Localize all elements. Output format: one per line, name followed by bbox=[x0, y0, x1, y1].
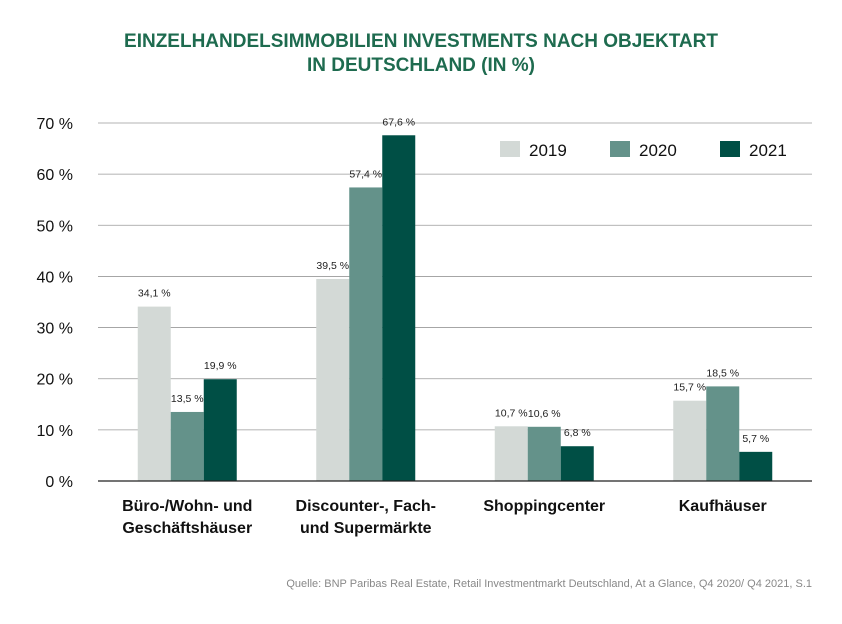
legend-label-2021: 2021 bbox=[749, 141, 787, 160]
chart-title: EINZELHANDELSIMMOBILIEN INVESTMENTS NACH… bbox=[0, 30, 842, 78]
chart-title-line-2: IN DEUTSCHLAND (IN %) bbox=[307, 55, 535, 76]
legend-label-2020: 2020 bbox=[639, 141, 677, 160]
data-label: 5,7 % bbox=[742, 433, 769, 445]
data-labels: 34,1 % 13,5 % 19,9 % 39,5 % 57,4 % 67,6 % 10,7… bbox=[138, 116, 769, 445]
y-tick-label: 50 % bbox=[37, 218, 73, 235]
bars bbox=[137, 135, 773, 481]
y-tick-label: 60 % bbox=[37, 167, 73, 184]
legend: 2019 2020 2021 bbox=[500, 141, 787, 160]
data-label: 19,9 % bbox=[204, 360, 237, 372]
y-tick-label: 0 % bbox=[45, 474, 73, 491]
category-label: und Supermärkte bbox=[300, 520, 432, 537]
category-label: Discounter-, Fach- bbox=[296, 498, 436, 515]
chart-title-line-1: EINZELHANDELSIMMOBILIEN INVESTMENTS NACH… bbox=[124, 31, 718, 52]
data-label: 10,6 % bbox=[528, 408, 561, 420]
category-label: Büro-/Wohn- und bbox=[122, 498, 252, 515]
y-tick-label: 10 % bbox=[37, 423, 73, 440]
data-label: 6,8 % bbox=[564, 427, 591, 439]
category-label: Kaufhäuser bbox=[679, 498, 767, 515]
y-axis-ticks: 0 % 10 % 20 % 30 % 40 % 50 % 60 % 70 % bbox=[37, 116, 73, 491]
data-label: 34,1 % bbox=[138, 288, 171, 300]
category-label: Geschäftshäuser bbox=[122, 520, 252, 537]
bar-2019 bbox=[137, 306, 171, 481]
source-note: Quelle: BNP Paribas Real Estate, Retail … bbox=[286, 578, 812, 590]
legend-swatch-2020 bbox=[610, 141, 630, 157]
data-label: 15,7 % bbox=[673, 382, 706, 394]
bar-2019 bbox=[673, 400, 707, 481]
data-label: 18,5 % bbox=[706, 367, 739, 379]
y-tick-label: 30 % bbox=[37, 321, 73, 338]
bar-2019 bbox=[316, 278, 350, 481]
legend-label-2019: 2019 bbox=[529, 141, 567, 160]
bar-2021 bbox=[203, 379, 237, 481]
legend-swatch-2021 bbox=[720, 141, 740, 157]
x-axis-categories: Büro-/Wohn- und Geschäftshäuser Discounter… bbox=[122, 498, 767, 537]
bar-2020 bbox=[349, 187, 383, 481]
data-label: 57,4 % bbox=[349, 168, 382, 180]
y-tick-label: 70 % bbox=[37, 116, 73, 133]
data-label: 10,7 % bbox=[495, 407, 528, 419]
bar-2019 bbox=[494, 426, 528, 481]
bar-2021 bbox=[739, 451, 773, 481]
y-tick-label: 20 % bbox=[37, 372, 73, 389]
bar-2021 bbox=[560, 446, 594, 481]
data-label: 39,5 % bbox=[316, 260, 349, 272]
bar-2020 bbox=[527, 426, 561, 481]
data-label: 67,6 % bbox=[382, 116, 415, 128]
data-label: 13,5 % bbox=[171, 393, 204, 405]
bar-2020 bbox=[170, 411, 204, 481]
bar-2021 bbox=[382, 135, 416, 481]
category-label: Shoppingcenter bbox=[483, 498, 605, 515]
bar-2020 bbox=[706, 386, 740, 481]
y-tick-label: 40 % bbox=[37, 269, 73, 286]
legend-swatch-2019 bbox=[500, 141, 520, 157]
